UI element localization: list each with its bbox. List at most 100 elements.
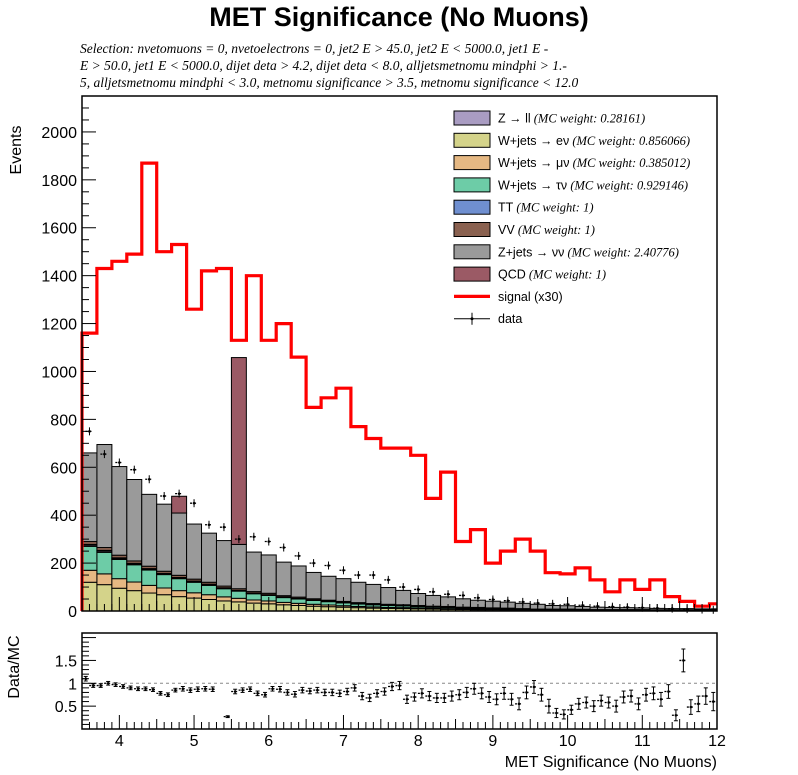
legend-swatch-vv (453, 222, 491, 237)
ratio-point-marker (450, 694, 454, 698)
ratio-point-marker (286, 691, 289, 694)
data-point-marker (103, 452, 106, 456)
ratio-point (134, 686, 143, 692)
legend-swatch-wmunu (453, 155, 491, 171)
ratio-point-marker (577, 702, 581, 706)
selection-line-3: 5, alljetsmetnomu mindphi < 3.0, metnomu… (80, 75, 579, 90)
ratio-point (612, 699, 621, 713)
ratio-point-marker (644, 693, 648, 697)
ratio-point (320, 688, 329, 697)
data-point-marker (297, 554, 300, 558)
stack-bar-wtaunu (245, 593, 262, 601)
ratio-point (126, 685, 135, 691)
y-tick-label: 200 (50, 556, 77, 573)
stack-bar-wmunu (215, 596, 232, 602)
data-point-marker (327, 564, 330, 567)
ratio-point-marker (592, 704, 596, 708)
ratio-point (201, 685, 210, 692)
data-point-marker (267, 540, 271, 543)
data-point (234, 535, 243, 544)
ratio-point (373, 689, 382, 698)
data-point-marker (446, 592, 450, 596)
ratio-point (642, 687, 651, 702)
data-point (249, 532, 258, 541)
data-point-marker (416, 588, 420, 591)
ratio-point (246, 686, 255, 693)
ratio-point-marker (316, 688, 319, 692)
ratio-point (96, 683, 105, 688)
ratio-point-marker (622, 695, 625, 699)
ratio-point (193, 686, 202, 693)
ratio-point-marker (383, 690, 386, 693)
ratio-point-marker (540, 693, 543, 697)
data-point (369, 571, 378, 580)
ratio-point (253, 690, 262, 697)
ratio-point (223, 715, 232, 719)
x-tick-label: 4 (115, 733, 124, 750)
x-tick-label: 8 (414, 733, 423, 750)
ratio-point-marker (525, 691, 528, 694)
ratio-point-marker (390, 685, 394, 688)
ratio-point-marker (413, 695, 416, 699)
ratio-point-marker (263, 693, 267, 697)
ratio-point-marker (652, 692, 655, 695)
y-tick-label: 1600 (41, 221, 77, 238)
stack-bar-znunu (275, 561, 292, 597)
x-tick-label: 12 (708, 733, 726, 750)
data-point-marker (237, 537, 241, 541)
ratio-point-marker (203, 687, 207, 691)
stack-bar-znunu (305, 571, 322, 600)
ratio-point (709, 691, 718, 712)
legend-swatch-qcd (453, 266, 491, 282)
ratio-point-marker (91, 684, 95, 687)
ratio-point (686, 699, 695, 715)
data-point (279, 543, 288, 552)
ratio-point (589, 700, 598, 713)
ratio-point-marker (398, 684, 401, 687)
data-point-marker (342, 568, 345, 572)
ratio-point-marker (697, 702, 700, 706)
ratio-point-marker (189, 688, 192, 692)
stack-bar-wmunu (201, 594, 217, 601)
data-point-marker (372, 573, 375, 577)
ratio-point (477, 687, 486, 700)
stack-bar-wtaunu (81, 545, 98, 571)
ratio-point-marker (301, 688, 304, 692)
data-point-marker (521, 600, 525, 604)
data-point (130, 465, 139, 474)
ratio-point (425, 691, 434, 702)
data-point-marker (551, 602, 554, 606)
ratio-point-marker (181, 687, 185, 691)
ratio-point (410, 692, 419, 702)
data-point-marker (357, 573, 360, 577)
stack-bar-znunu (320, 575, 337, 601)
ratio-point (515, 697, 524, 711)
ratio-point-marker (121, 685, 125, 688)
ratio-point-marker (704, 694, 708, 698)
selection-line-2: E > 50.0, jet1 E < 5000.0, dijet deta > … (80, 58, 567, 73)
legend-data-swatch-marker (470, 317, 474, 321)
ratio-point (656, 691, 665, 707)
ratio-point (634, 697, 643, 711)
stack-bar-wtaunu (275, 597, 292, 603)
ratio-point-marker (323, 691, 327, 694)
ratio-point-marker (428, 694, 431, 698)
ratio-y-tick-label: 0.5 (55, 699, 77, 716)
data-point (414, 585, 423, 594)
ratio-point (335, 689, 344, 698)
stack-bar-wtaunu (215, 588, 232, 598)
data-point-marker (252, 535, 256, 539)
stack-bar-qcd (230, 357, 247, 545)
y-tick-label: 800 (50, 412, 77, 429)
ratio-point-marker (487, 695, 491, 699)
ratio-point-marker (241, 688, 244, 692)
stack-bar-znunu (380, 587, 397, 605)
data-point (294, 551, 303, 560)
stack-bar-znunu (350, 581, 367, 604)
stack-bar-znunu (230, 543, 247, 590)
ratio-y-tick-label: 1.5 (55, 653, 77, 670)
ratio-point (432, 692, 441, 703)
ratio-point (574, 697, 583, 710)
stack-bar-znunu (126, 479, 143, 562)
